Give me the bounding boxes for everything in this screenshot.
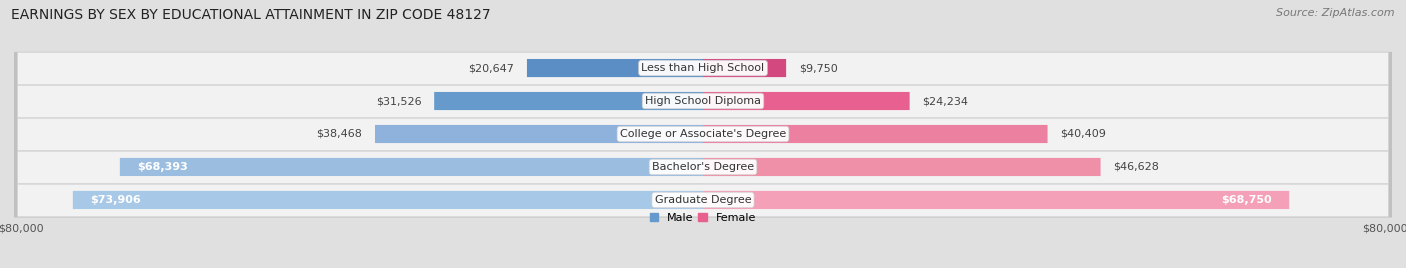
FancyBboxPatch shape [14,151,1392,184]
FancyBboxPatch shape [703,158,1101,176]
FancyBboxPatch shape [527,59,703,77]
FancyBboxPatch shape [17,151,1389,184]
Text: $38,468: $38,468 [316,129,363,139]
FancyBboxPatch shape [703,191,1289,209]
Text: $31,526: $31,526 [375,96,422,106]
Text: Source: ZipAtlas.com: Source: ZipAtlas.com [1277,8,1395,18]
FancyBboxPatch shape [14,52,1392,85]
Text: Graduate Degree: Graduate Degree [655,195,751,205]
FancyBboxPatch shape [434,92,703,110]
FancyBboxPatch shape [17,85,1389,118]
Legend: Male, Female: Male, Female [650,213,756,223]
FancyBboxPatch shape [703,92,910,110]
FancyBboxPatch shape [73,191,703,209]
Text: $73,906: $73,906 [90,195,141,205]
Text: High School Diploma: High School Diploma [645,96,761,106]
Text: College or Associate's Degree: College or Associate's Degree [620,129,786,139]
FancyBboxPatch shape [17,184,1389,217]
FancyBboxPatch shape [17,52,1389,85]
Text: Less than High School: Less than High School [641,63,765,73]
FancyBboxPatch shape [375,125,703,143]
Text: $20,647: $20,647 [468,63,515,73]
FancyBboxPatch shape [14,118,1392,151]
FancyBboxPatch shape [17,118,1389,151]
FancyBboxPatch shape [703,59,786,77]
Text: $46,628: $46,628 [1114,162,1159,172]
Text: Bachelor's Degree: Bachelor's Degree [652,162,754,172]
FancyBboxPatch shape [14,184,1392,217]
Text: EARNINGS BY SEX BY EDUCATIONAL ATTAINMENT IN ZIP CODE 48127: EARNINGS BY SEX BY EDUCATIONAL ATTAINMEN… [11,8,491,22]
FancyBboxPatch shape [120,158,703,176]
Text: $40,409: $40,409 [1060,129,1107,139]
FancyBboxPatch shape [703,125,1047,143]
Text: $24,234: $24,234 [922,96,969,106]
Text: $9,750: $9,750 [799,63,838,73]
Text: $68,393: $68,393 [136,162,187,172]
FancyBboxPatch shape [14,85,1392,118]
Text: $68,750: $68,750 [1222,195,1272,205]
